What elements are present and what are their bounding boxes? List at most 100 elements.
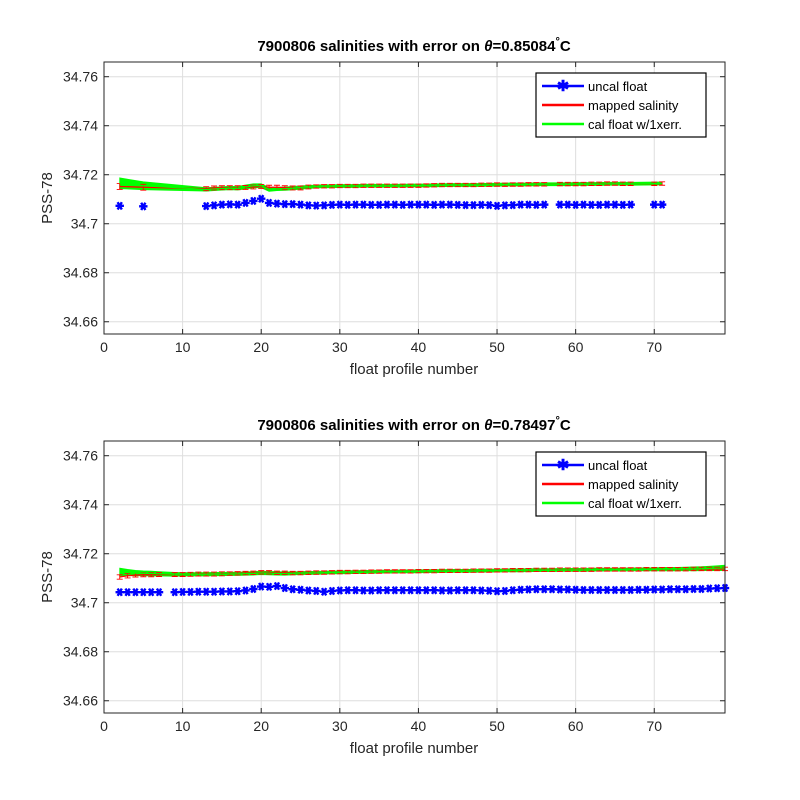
x-tick-label: 10 <box>175 718 191 734</box>
uncal-float-marker <box>288 199 297 209</box>
uncal-float-marker <box>571 585 580 594</box>
uncal-float-marker <box>201 201 211 211</box>
uncal-float-marker <box>249 584 258 594</box>
x-tick-label: 70 <box>646 718 662 734</box>
uncal-float-marker <box>390 585 400 595</box>
uncal-float-marker <box>414 200 423 209</box>
uncal-float-marker <box>673 585 683 594</box>
title-prefix: 7900806 salinities with error on <box>257 417 484 434</box>
x-tick-label: 30 <box>332 718 348 734</box>
uncal-float-marker <box>705 584 714 593</box>
uncal-float-marker <box>131 587 140 597</box>
legend-top: ✱ uncal float mapped salinity cal float … <box>535 72 707 138</box>
uncal-float-marker <box>414 585 423 595</box>
uncal-float-marker <box>477 200 486 210</box>
uncal-float-marker <box>280 199 289 209</box>
uncal-float-marker <box>689 584 698 594</box>
uncal-float-marker <box>170 587 179 597</box>
theta-symbol: θ <box>484 38 493 55</box>
uncal-float-marker <box>343 200 352 210</box>
uncal-float-marker <box>540 585 549 594</box>
uncal-float-marker <box>327 586 337 596</box>
uncal-float-marker <box>304 201 313 210</box>
uncal-float-marker <box>359 586 368 595</box>
uncal-float-marker <box>618 200 628 210</box>
uncal-float-marker <box>453 200 462 210</box>
uncal-float-marker <box>351 585 360 595</box>
legend-star-icon: ✱ <box>557 78 570 95</box>
uncal-float-marker <box>343 585 352 595</box>
uncal-float-marker <box>359 200 368 209</box>
y-tick-label: 34.76 <box>63 448 98 464</box>
uncal-float-marker <box>650 200 659 209</box>
x-tick-label: 0 <box>100 339 108 355</box>
uncal-float-marker <box>264 198 274 208</box>
uncal-float-marker <box>516 200 525 209</box>
legend-label-mapped: mapped salinity <box>588 477 679 492</box>
uncal-float-marker <box>280 583 289 593</box>
y-tick-label: 34.66 <box>63 693 98 709</box>
uncal-float-marker <box>398 200 407 210</box>
uncal-float-marker <box>500 201 510 210</box>
x-tick-label: 60 <box>568 339 584 355</box>
uncal-float-marker <box>335 200 345 209</box>
uncal-float-marker <box>194 587 203 596</box>
title-prefix: 7900806 salinities with error on <box>257 38 484 55</box>
uncal-float-marker <box>634 585 643 594</box>
y-axis-label-top: PSS-78 <box>39 172 56 224</box>
uncal-float-marker <box>484 200 494 210</box>
x-tick-label: 40 <box>411 718 427 734</box>
uncal-float-marker <box>312 586 321 596</box>
uncal-float-marker <box>665 585 675 594</box>
uncal-float-marker <box>139 202 148 211</box>
uncal-float-marker <box>697 584 706 594</box>
uncal-float-marker <box>445 200 455 209</box>
uncal-float-marker <box>327 200 337 210</box>
uncal-float-marker <box>595 200 604 210</box>
cal-float-line <box>119 567 726 575</box>
uncal-float-marker <box>241 586 250 595</box>
uncal-float-marker <box>524 200 533 209</box>
title-unit: C <box>560 417 571 434</box>
uncal-float-marker <box>587 585 596 595</box>
uncal-float-marker <box>335 586 345 595</box>
theta-value: =0.78497 <box>492 417 555 434</box>
uncal-float-marker <box>382 200 392 209</box>
uncal-float-marker <box>249 196 258 206</box>
uncal-float-marker <box>367 586 376 595</box>
x-tick-label: 20 <box>253 718 269 734</box>
x-axis-label-top: float profile number <box>350 361 478 378</box>
uncal-float-marker <box>225 587 234 596</box>
degree-mark: ° <box>555 415 559 427</box>
x-tick-label: 10 <box>175 339 191 355</box>
uncal-float-marker <box>429 200 439 210</box>
x-axis-label-bottom: float profile number <box>350 740 478 757</box>
uncal-float-marker <box>367 200 376 210</box>
uncal-float-marker <box>555 585 565 594</box>
uncal-float-marker <box>602 200 612 209</box>
x-tick-label: 60 <box>568 718 584 734</box>
uncal-float-marker <box>469 585 478 595</box>
uncal-float-marker <box>657 585 667 594</box>
uncal-float-marker <box>257 582 266 591</box>
uncal-float-marker <box>115 201 124 211</box>
subplot-bottom: 7900806 salinities with error on θ=0.784… <box>39 415 730 757</box>
uncal-float-marker <box>610 200 620 209</box>
uncal-float-marker <box>374 585 384 595</box>
mapped-error-bar <box>659 181 666 186</box>
uncal-float-marker <box>571 200 580 210</box>
uncal-float-marker <box>563 200 572 209</box>
uncal-float-marker <box>492 586 502 596</box>
uncal-float-marker <box>508 585 517 595</box>
y-tick-label: 34.68 <box>63 644 98 660</box>
uncal-float-marker <box>681 585 690 594</box>
uncal-float-marker <box>186 587 195 597</box>
uncal-float-marker <box>139 587 148 597</box>
y-tick-label: 34.72 <box>63 167 98 183</box>
uncal-float-marker <box>477 586 486 595</box>
subplot-top-title: 7900806 salinities with error on θ=0.850… <box>257 36 571 55</box>
uncal-float-marker <box>398 585 407 595</box>
x-tick-label: 40 <box>411 339 427 355</box>
uncal-float-marker <box>319 587 329 596</box>
